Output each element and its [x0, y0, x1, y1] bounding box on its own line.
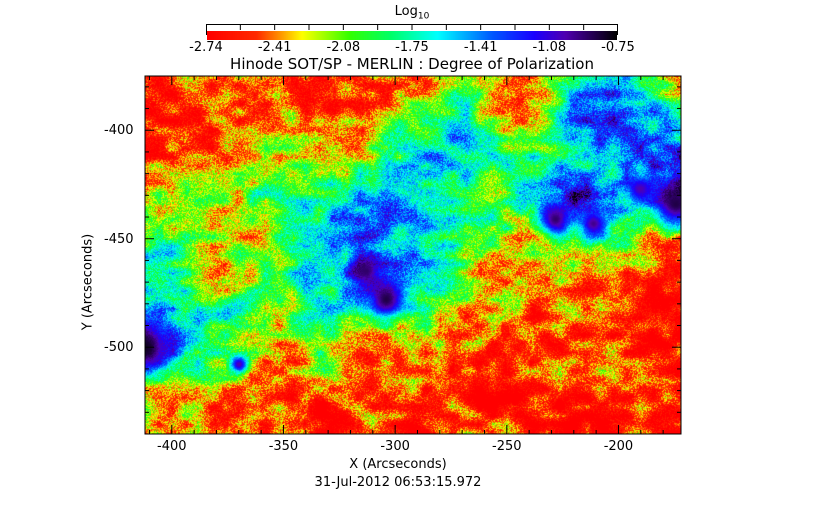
chart-title: Hinode SOT/SP - MERLIN : Degree of Polar…: [230, 55, 594, 73]
x-tick-label: -250: [492, 439, 522, 454]
polarization-heatmap: [145, 76, 681, 434]
y-tick-label: -450: [104, 231, 134, 247]
colorbar-tick-label: -1.41: [463, 40, 498, 55]
colorbar-tick-label: -2.74: [189, 40, 223, 55]
x-tick-label: -350: [268, 439, 299, 454]
x-tick-label: -200: [603, 439, 634, 454]
x-axis-label: X (Arcseconds): [349, 457, 447, 472]
colorbar-label: Log10: [395, 5, 430, 24]
y-tick-label: -500: [104, 340, 134, 356]
colorbar-gradient: [207, 31, 617, 40]
x-tick-label: -400: [157, 439, 187, 454]
y-axis-label: Y (Arcseconds): [80, 233, 96, 331]
colorbar-tick-label: -2.08: [326, 40, 361, 55]
colorbar-tick-label: -1.75: [395, 40, 429, 55]
colorbar-tick-label: -1.08: [532, 40, 567, 55]
heatmap-plot-area: [145, 76, 681, 434]
observation-timestamp: 31-Jul-2012 06:53:15.972: [314, 475, 482, 490]
colorbar: [206, 24, 618, 40]
colorbar-label-text: Log: [394, 4, 418, 19]
y-tick-label: -400: [104, 123, 134, 139]
x-tick-label: -300: [380, 439, 410, 454]
colorbar-label-subscript: 10: [417, 11, 430, 22]
colorbar-tick-label: -2.41: [257, 40, 292, 55]
colorbar-tick-label: -0.75: [601, 40, 635, 55]
